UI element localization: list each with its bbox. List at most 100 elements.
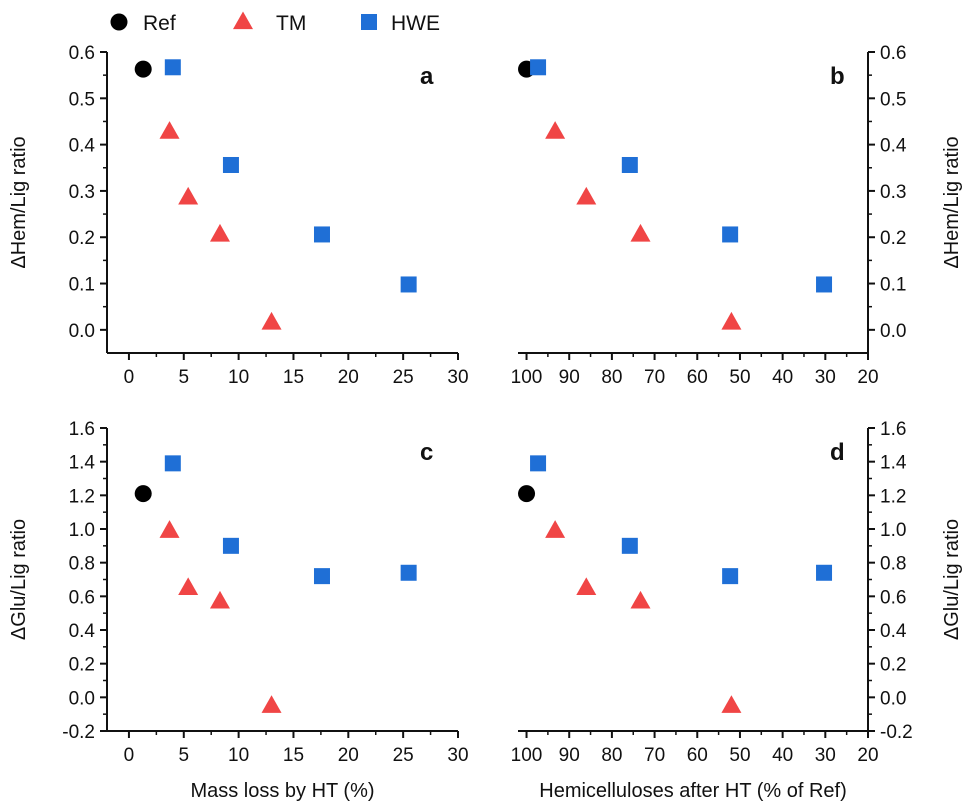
y-axis-title: ΔGlu/Lig ratio bbox=[8, 519, 30, 640]
x-tick-label: 70 bbox=[644, 745, 665, 766]
data-point-tm bbox=[721, 311, 742, 330]
data-point-hwe bbox=[530, 59, 547, 76]
y-tick-label: 1.6 bbox=[69, 419, 95, 440]
y-tick-label: 0.6 bbox=[69, 587, 95, 608]
y-tick-label: 0.2 bbox=[880, 655, 906, 676]
legend-marker-ref bbox=[110, 13, 128, 31]
y-tick-label: 0.6 bbox=[880, 43, 906, 64]
y-tick-label: 1.0 bbox=[880, 520, 906, 541]
data-point-ref bbox=[134, 485, 152, 503]
y-tick-label: 1.2 bbox=[69, 486, 95, 507]
y-tick-label: 0.4 bbox=[880, 621, 907, 642]
y-tick-label: 1.6 bbox=[880, 419, 906, 440]
panel-a: 0 5 10 15 20 25 30 0.0 0.1 0.2 0.3 0.4 0.5 0.6 ΔHem/Li… bbox=[8, 43, 469, 388]
legend-label: HWE bbox=[391, 12, 440, 35]
data-point-tm bbox=[721, 695, 742, 713]
data-point-tm bbox=[178, 577, 199, 596]
x-tick-label: 0 bbox=[124, 745, 135, 766]
y-tick-label: 0.2 bbox=[69, 228, 95, 249]
x-tick-label: 25 bbox=[393, 745, 414, 766]
data-point-hwe bbox=[400, 276, 417, 293]
x-axis-title: Mass loss by HT (%) bbox=[190, 780, 374, 802]
x-tick-label: 5 bbox=[178, 367, 189, 388]
y-axis-title: ΔHem/Lig ratio bbox=[941, 136, 963, 268]
y-tick-label: 0.0 bbox=[880, 321, 906, 342]
data-point-tm bbox=[545, 520, 566, 538]
data-point-tm bbox=[576, 186, 597, 205]
y-axis-title: ΔHem/Lig ratio bbox=[8, 136, 30, 268]
legend-marker-hwe bbox=[361, 14, 377, 30]
data-point-tm bbox=[576, 577, 597, 596]
y-tick-label: 0.3 bbox=[69, 182, 95, 203]
panel-letter: d bbox=[830, 439, 845, 466]
data-point-tm bbox=[209, 590, 230, 609]
legend-label: Ref bbox=[143, 12, 176, 35]
panel-b: 100 90 80 70 60 50 40 30 20 0.0 0.1 0.2 0.3 0.4 0.5 0.6… bbox=[511, 43, 963, 388]
data-point-tm bbox=[159, 520, 180, 538]
y-tick-label: 1.0 bbox=[69, 520, 95, 541]
x-tick-label: 80 bbox=[601, 367, 622, 388]
x-tick-label: 30 bbox=[815, 745, 836, 766]
x-tick-label: 40 bbox=[772, 367, 793, 388]
data-point-hwe bbox=[621, 156, 638, 173]
y-tick-label: 1.4 bbox=[880, 453, 907, 474]
y-tick-label: 0.8 bbox=[69, 554, 95, 575]
x-tick-label: 100 bbox=[511, 367, 543, 388]
panel-d: 100 90 80 70 60 50 40 30 20-0.2 0.0 0.2 0.4 0.6 0.8 1.… bbox=[511, 419, 963, 802]
data-point-hwe bbox=[400, 564, 417, 581]
data-point-hwe bbox=[313, 568, 330, 585]
legend: Ref TM HWE bbox=[110, 11, 440, 35]
y-tick-label: 0.2 bbox=[69, 655, 95, 676]
data-point-ref bbox=[134, 60, 152, 78]
x-tick-label: 70 bbox=[644, 367, 665, 388]
y-tick-label: -0.2 bbox=[880, 722, 913, 743]
data-point-tm bbox=[209, 223, 230, 242]
data-point-hwe bbox=[313, 226, 330, 243]
data-point-hwe bbox=[816, 276, 833, 293]
data-point-tm bbox=[545, 121, 566, 139]
y-tick-label: 0.4 bbox=[880, 136, 907, 157]
data-point-hwe bbox=[722, 568, 739, 585]
x-tick-label: 15 bbox=[283, 367, 304, 388]
y-tick-label: 0.1 bbox=[69, 275, 95, 296]
data-point-tm bbox=[630, 590, 651, 609]
legend-label: TM bbox=[276, 12, 306, 35]
y-tick-label: 0.4 bbox=[69, 621, 96, 642]
panels: 0 5 10 15 20 25 30 0.0 0.1 0.2 0.3 0.4 0.5 0.6 ΔHem/Li… bbox=[8, 43, 963, 802]
data-point-tm bbox=[261, 695, 282, 713]
legend-item-tm: TM bbox=[233, 11, 306, 35]
y-tick-label: 0.0 bbox=[69, 688, 95, 709]
x-tick-label: 90 bbox=[559, 367, 580, 388]
data-point-hwe bbox=[816, 564, 833, 581]
y-tick-label: 0.5 bbox=[69, 89, 95, 110]
x-tick-label: 30 bbox=[447, 745, 468, 766]
data-point-hwe bbox=[621, 537, 638, 554]
y-tick-label: 1.2 bbox=[880, 486, 906, 507]
x-tick-label: 20 bbox=[857, 367, 878, 388]
data-point-tm bbox=[159, 121, 180, 139]
x-tick-label: 20 bbox=[338, 367, 359, 388]
data-point-hwe bbox=[164, 455, 181, 472]
panel-letter: a bbox=[420, 63, 434, 90]
x-tick-label: 15 bbox=[283, 745, 304, 766]
x-tick-label: 60 bbox=[687, 367, 708, 388]
y-tick-label: 0.1 bbox=[880, 275, 906, 296]
x-tick-label: 25 bbox=[393, 367, 414, 388]
legend-item-hwe: HWE bbox=[361, 12, 440, 35]
panel-letter: c bbox=[420, 439, 433, 466]
panel-letter: b bbox=[830, 63, 845, 90]
data-point-hwe bbox=[530, 455, 547, 472]
y-tick-label: 0.6 bbox=[880, 587, 906, 608]
data-point-ref bbox=[518, 485, 536, 503]
y-tick-label: 0.2 bbox=[880, 228, 906, 249]
x-tick-label: 30 bbox=[447, 367, 468, 388]
data-point-hwe bbox=[722, 226, 739, 243]
y-tick-label: 0.4 bbox=[69, 136, 96, 157]
y-tick-label: 0.6 bbox=[69, 43, 95, 64]
data-point-hwe bbox=[222, 156, 239, 173]
y-tick-label: 0.3 bbox=[880, 182, 906, 203]
y-tick-label: -0.2 bbox=[62, 722, 95, 743]
x-tick-label: 5 bbox=[178, 745, 189, 766]
y-axis-title: ΔGlu/Lig ratio bbox=[941, 519, 963, 640]
